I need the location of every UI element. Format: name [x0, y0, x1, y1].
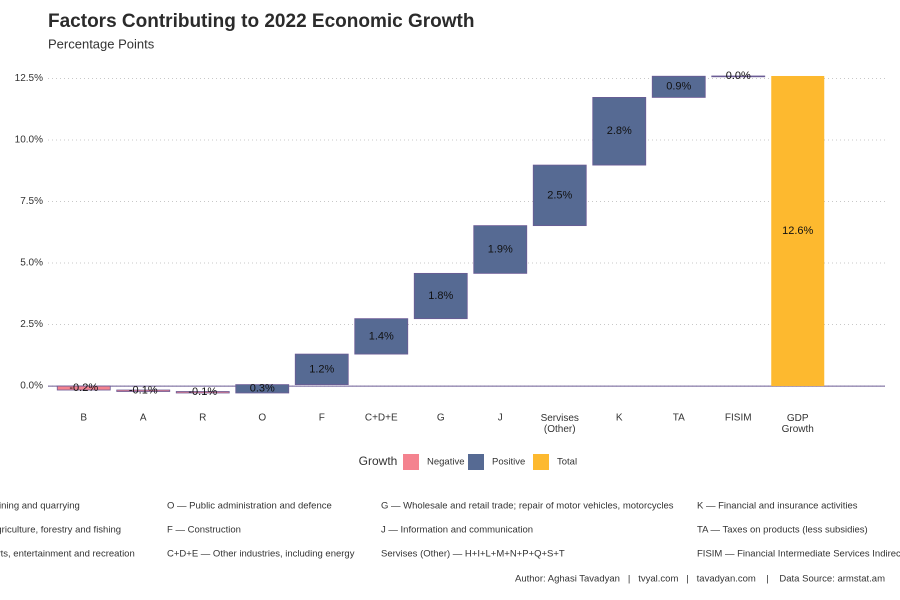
x-tick-label: F [319, 413, 325, 424]
bar [651, 75, 706, 98]
chart-title: Factors Contributing to 2022 Economic Gr… [48, 11, 474, 32]
legend-label: Negative [427, 457, 465, 468]
caption: Author: Aghasi Tavadyan | tvyal.com | ta… [515, 574, 885, 585]
footnote: B — Mining and quarrying [0, 501, 80, 512]
bar [771, 75, 825, 387]
value-label: 1.8% [428, 290, 453, 302]
value-label: -0.2% [69, 382, 98, 394]
y-tick-label: 12.5% [15, 73, 43, 84]
x-tick-label: A [140, 413, 147, 424]
x-tick-label: J [498, 413, 503, 424]
value-label: 1.2% [309, 363, 334, 375]
value-label: 0.9% [666, 81, 691, 93]
value-label: 2.8% [607, 125, 632, 137]
footnote: TA — Taxes on products (less subsidies) [697, 525, 868, 536]
x-tick-label: R [199, 413, 206, 424]
value-label: 1.9% [488, 243, 513, 255]
x-tick-label: C+D+E [365, 413, 398, 424]
footnote: A — Agriculture, forestry and fishing [0, 525, 121, 536]
bar [175, 391, 230, 394]
legend-label: Total [557, 457, 577, 468]
bar [116, 389, 171, 392]
bar [354, 318, 409, 355]
value-label: 0.0% [726, 70, 751, 82]
value-label: -0.1% [129, 385, 158, 397]
y-tick-label: 5.0% [20, 258, 43, 269]
chart-subtitle: Percentage Points [48, 36, 155, 51]
legend-swatch [468, 454, 484, 470]
footnote: J — Information and communication [381, 525, 533, 536]
footnote: R — Arts, entertainment and recreation [0, 549, 135, 560]
y-tick-label: 7.5% [20, 196, 43, 207]
bar [413, 272, 468, 320]
x-tick-label: K [616, 413, 623, 424]
bar [592, 97, 647, 166]
x-tick-label: Servises (Other) [541, 413, 579, 435]
x-tick-label: B [80, 413, 87, 424]
footnote: O — Public administration and defence [167, 501, 332, 512]
bar [473, 225, 528, 274]
footnote: C+D+E — Other industries, including ener… [167, 549, 355, 560]
footnote: K — Financial and insurance activities [697, 501, 858, 512]
value-label: 2.5% [547, 189, 572, 201]
x-tick-label: TA [673, 413, 685, 424]
y-tick-label: 0.0% [20, 381, 43, 392]
footnote: G — Wholesale and retail trade; repair o… [381, 501, 674, 512]
legend-label: Positive [492, 457, 525, 468]
legend-swatch [533, 454, 549, 470]
y-tick-label: 2.5% [20, 319, 43, 330]
bar [235, 384, 290, 394]
footnote: Servises (Other) — H+I+L+M+N+P+Q+S+T [381, 549, 565, 560]
x-tick-label: GDP Growth [782, 413, 814, 435]
bar [294, 353, 349, 386]
legend-swatch [403, 454, 419, 470]
x-tick-label: O [258, 413, 266, 424]
x-tick-label: FISIM [725, 413, 752, 424]
value-label: 0.3% [250, 383, 275, 395]
bar [532, 164, 587, 227]
value-label: -0.1% [188, 386, 217, 398]
value-label: 12.6% [782, 225, 813, 237]
footnote: F — Construction [167, 525, 241, 536]
value-label: 1.4% [369, 330, 394, 342]
legend-title: Growth [359, 454, 398, 468]
bar [711, 75, 766, 78]
x-tick-label: G [437, 413, 445, 424]
footnote: FISIM — Financial Intermediate Services … [697, 549, 900, 560]
bar [56, 385, 111, 391]
y-tick-label: 10.0% [15, 135, 43, 146]
